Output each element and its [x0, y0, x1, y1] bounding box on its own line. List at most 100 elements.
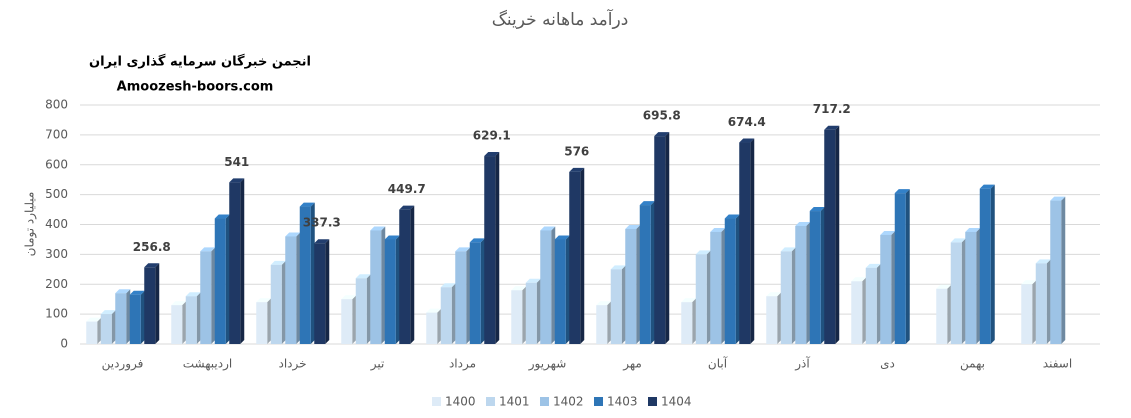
bar-front	[341, 299, 353, 344]
bar	[639, 201, 655, 344]
x-tick-label: آبان	[708, 356, 728, 371]
bar-top	[1035, 259, 1051, 264]
value-label: 337.3	[303, 216, 341, 230]
bar	[1050, 196, 1066, 344]
bar-top	[100, 310, 116, 315]
bar	[511, 286, 527, 344]
value-label: 695.8	[643, 109, 681, 123]
bar	[100, 310, 116, 344]
bar-front	[129, 294, 141, 344]
bar-side	[352, 295, 357, 344]
x-tick-label: اردیبهشت	[183, 357, 232, 372]
bar-top	[1021, 280, 1037, 285]
bar	[894, 189, 910, 344]
bar-front	[384, 239, 396, 344]
bar	[596, 301, 612, 344]
bar-top	[824, 125, 840, 130]
legend-swatch	[648, 397, 657, 406]
bar	[171, 301, 187, 344]
bar-top	[469, 238, 485, 243]
value-label: 256.8	[133, 240, 171, 254]
watermark: Amoozesh-boors.com	[117, 80, 274, 95]
legend-label: 1403	[607, 395, 638, 409]
bar-top	[710, 227, 726, 232]
bar-front	[780, 251, 792, 344]
bar-top	[965, 227, 981, 232]
bar-front	[525, 282, 537, 344]
bar-side	[947, 284, 952, 344]
bar	[654, 132, 670, 344]
bar-top	[936, 284, 952, 289]
bar-top	[384, 235, 400, 240]
x-tick-label: شهریور	[528, 357, 567, 372]
bar-front	[144, 267, 156, 344]
bar-front	[724, 218, 736, 344]
bar-side	[976, 227, 981, 344]
bar-side	[820, 207, 825, 344]
bar-front	[484, 156, 496, 344]
bar-front	[865, 267, 877, 344]
legend-swatch	[432, 397, 441, 406]
x-tick-label: تیر	[370, 357, 385, 372]
bar-front	[185, 296, 197, 344]
bar-top	[341, 295, 357, 300]
legend-label: 1401	[499, 395, 530, 409]
bar	[695, 250, 711, 344]
bar-top	[654, 132, 670, 137]
value-label: 576	[564, 144, 589, 158]
bar-top	[256, 298, 272, 303]
bar-top	[314, 239, 330, 244]
bar	[214, 214, 230, 344]
bar-front	[399, 209, 411, 344]
bar	[256, 298, 272, 344]
bar-top	[865, 263, 881, 268]
bar-side	[97, 317, 102, 344]
bar	[525, 278, 541, 344]
bar-side	[990, 184, 995, 344]
legend-swatch	[594, 397, 603, 406]
bar-front	[739, 142, 751, 344]
bar-side	[862, 277, 867, 344]
bar-front	[285, 236, 297, 344]
x-tick-label: مرداد	[449, 357, 476, 372]
bar-side	[126, 289, 131, 344]
bar-top	[610, 265, 626, 270]
bar-front	[654, 136, 666, 344]
bar-front	[200, 251, 212, 344]
bar-front	[610, 269, 622, 344]
bar-front	[824, 129, 836, 344]
bar-front	[171, 305, 183, 344]
bar-front	[1021, 284, 1033, 344]
bar-top	[979, 184, 995, 189]
bar-front	[766, 296, 778, 344]
bar-side	[211, 247, 216, 344]
bar-front	[639, 205, 651, 344]
bar	[569, 167, 585, 344]
bar	[1035, 259, 1051, 344]
bar-top	[200, 247, 216, 252]
bar-front	[256, 302, 268, 344]
bar	[936, 284, 952, 344]
y-tick-label: 500	[45, 187, 68, 201]
bar	[610, 265, 626, 344]
bar-front	[511, 290, 523, 344]
bar	[469, 238, 485, 344]
bar-front	[554, 239, 566, 344]
bar	[399, 205, 415, 344]
bar-front	[809, 211, 821, 344]
bar	[115, 289, 131, 344]
bar-front	[540, 230, 552, 344]
bar-top	[214, 214, 230, 219]
bar-front	[1050, 200, 1062, 344]
bar	[739, 138, 755, 344]
bar-top	[129, 290, 145, 295]
bar-front	[965, 231, 977, 344]
bar-front	[625, 228, 637, 344]
bar-front	[851, 281, 863, 344]
bar-side	[735, 214, 740, 344]
bar-front	[115, 293, 127, 344]
bar-top	[739, 138, 755, 143]
bar	[440, 283, 456, 344]
bar-front	[1035, 263, 1047, 344]
